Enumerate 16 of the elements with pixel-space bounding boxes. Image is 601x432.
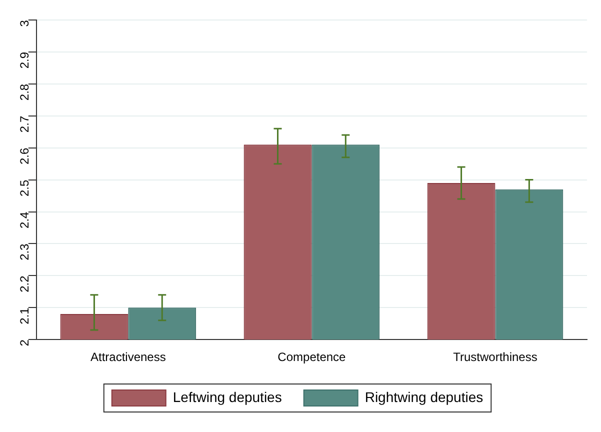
y-tick-label: 2.5: [18, 179, 32, 196]
y-tick-label: 2.7: [18, 116, 32, 133]
x-tick-label: Competence: [278, 350, 346, 364]
y-tick-label: 2.4: [18, 211, 32, 228]
legend-label: Rightwing deputies: [364, 388, 484, 405]
y-tick-label: 2.1: [18, 307, 32, 324]
y-tick-label: 3: [18, 20, 32, 27]
y-tick-label: 2.3: [18, 243, 32, 260]
legend-label: Leftwing deputies: [172, 388, 282, 405]
y-tick-label: 2.8: [18, 84, 32, 101]
x-tick-label: Trustworthiness: [453, 350, 538, 364]
y-tick-label: 2.9: [18, 52, 32, 69]
y-tick-label: 2: [18, 339, 32, 346]
x-tick-label: Attractiveness: [90, 350, 166, 364]
y-tick-label: 2.2: [18, 275, 32, 292]
y-tick-label: 2.6: [18, 148, 32, 165]
